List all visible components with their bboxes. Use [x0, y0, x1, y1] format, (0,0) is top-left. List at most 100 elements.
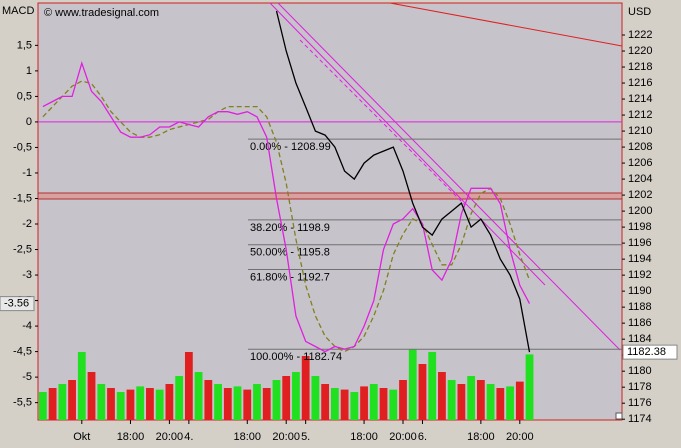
volume-bar [68, 380, 76, 420]
volume-bar [486, 384, 495, 420]
volume-bar [340, 389, 349, 420]
y2-tick-label: 1222 [628, 29, 652, 41]
volume-bar [97, 384, 106, 420]
y2-tick-label: 1194 [628, 253, 652, 265]
x-tick-label: 6. [418, 431, 427, 443]
resize-handle[interactable] [615, 412, 623, 420]
source: © www.tradesignal.com [44, 7, 159, 19]
y2-tick-label: 1186 [628, 317, 652, 329]
y2-tick-label: 1200 [628, 205, 652, 217]
x-tick-label: 4. [184, 431, 193, 443]
volume-bar [447, 380, 456, 420]
volume-bar [243, 389, 252, 420]
volume-bar [321, 384, 330, 420]
y2-tick-label: 1190 [628, 285, 652, 297]
y2-tick-label: 1174 [628, 413, 652, 425]
y2-tick-label: 1218 [628, 61, 652, 73]
volume-bar [48, 388, 57, 420]
y2-tick-label: 1192 [628, 269, 652, 281]
price-last-label: 1182.38 [627, 346, 666, 358]
volume-bar [438, 372, 446, 420]
volume-bar [155, 389, 164, 420]
volume-bar [360, 386, 368, 420]
series-line [42, 80, 531, 353]
volume-bar [77, 352, 86, 420]
macd-last-label: -3.56 [4, 298, 29, 310]
volume-bar [369, 384, 378, 420]
volume-bar [272, 380, 281, 420]
volume-bar [311, 376, 320, 420]
last-value-box [622, 344, 678, 360]
volume-bar [525, 354, 534, 420]
trend-line [299, 39, 466, 206]
volume-bar [194, 372, 203, 420]
y2-tick-label: 1184 [628, 333, 652, 345]
volume-bar [330, 388, 339, 420]
y-tick-label: -1 [22, 167, 32, 179]
y-tick-label: -5 [22, 371, 32, 383]
volume-bar [418, 364, 427, 420]
fib-label: 50.00% - 1195.8 [250, 247, 330, 259]
y-tick-label: -4 [22, 320, 32, 332]
plot-area [37, 2, 623, 421]
x-tick-label: Okt [73, 431, 90, 443]
volume-bar [204, 380, 213, 420]
x-tick-label: 18:00 [350, 431, 378, 443]
last-value-box [0, 296, 35, 312]
volume-bar [262, 388, 271, 420]
volume-bar [38, 392, 47, 420]
volume-bar [515, 381, 524, 420]
y2-tick-label: 1180 [628, 365, 652, 377]
trend-line [277, 2, 621, 351]
x-tick-label: 5. [301, 431, 310, 443]
y-tick-label: 1 [26, 65, 32, 77]
y-tick-label: -4,5 [13, 346, 32, 358]
y-tick-label: 0,5 [17, 90, 32, 102]
y2-tick-label: 1196 [628, 237, 652, 249]
volume-bar [389, 389, 398, 420]
volume-bar [301, 356, 310, 420]
volume-bar [165, 384, 174, 420]
volume-bar [399, 380, 407, 420]
volume-bar [350, 392, 359, 420]
y-tick-label: -2,5 [13, 243, 32, 255]
volume-bar [428, 352, 437, 420]
x-tick-label: 20:00 [272, 431, 300, 443]
volume-bar [175, 376, 184, 420]
volume-bar [223, 388, 232, 420]
y-tick-label: -5,5 [13, 397, 32, 409]
volume-bar [467, 376, 476, 420]
y-tick-label: 1,5 [17, 39, 32, 51]
volume-bar [233, 386, 242, 420]
y-axis-title: MACD [2, 5, 34, 17]
volume-bar [506, 386, 514, 420]
volume-bar [496, 388, 505, 420]
trend-line [269, 2, 546, 286]
y-tick-label: -3 [22, 269, 32, 281]
y2-tick-label: 1202 [628, 189, 652, 201]
volume-bar [253, 384, 261, 420]
volume-bar [146, 388, 154, 420]
fib-label: 100.00% - 1182.74 [250, 351, 342, 363]
y2-tick-label: 1214 [628, 93, 652, 105]
volume-bar [292, 372, 300, 420]
y2-tick-label: 1198 [628, 221, 652, 233]
volume-bar [116, 392, 125, 420]
x-tick-label: 20:00 [156, 431, 184, 443]
x-tick-label: 18:00 [234, 431, 262, 443]
volume-bar [457, 384, 466, 420]
volume-bar [136, 386, 145, 420]
y2-tick-label: 1178 [628, 381, 652, 393]
volume-bar [408, 349, 417, 420]
y-tick-label: -2 [22, 218, 32, 230]
volume-bar [87, 372, 96, 420]
series-line [275, 10, 531, 353]
y2-tick-label: 1216 [628, 77, 652, 89]
volume-bar [126, 389, 135, 420]
fib-label: 38.20% - 1198.9 [250, 222, 330, 234]
x-tick-label: 18:00 [117, 431, 145, 443]
y2-tick-label: 1188 [628, 301, 652, 313]
x-tick-label: 20:00 [506, 431, 534, 443]
x-tick-label: 20:00 [389, 431, 417, 443]
